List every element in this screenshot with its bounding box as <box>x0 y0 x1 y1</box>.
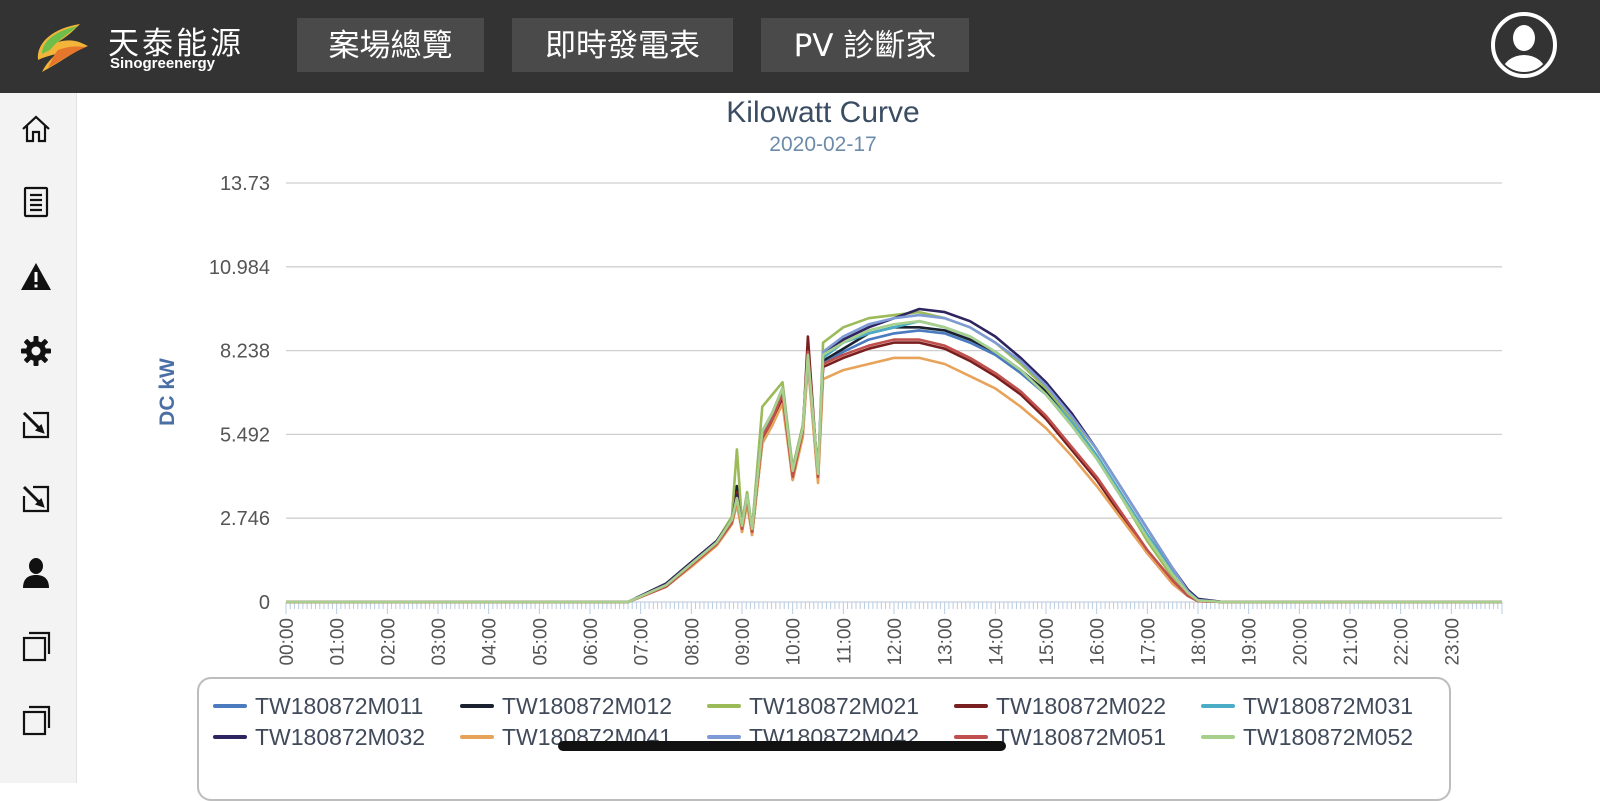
y-tick-label: 5.492 <box>220 424 270 446</box>
x-tick-label: 04:00 <box>480 618 501 666</box>
x-tick-label: 18:00 <box>1189 618 1210 666</box>
y-tick-label: 8.238 <box>220 341 270 363</box>
legend-item[interactable]: TW180872M031 <box>1201 693 1413 723</box>
window-icon[interactable] <box>14 625 58 669</box>
series-line <box>286 326 1502 604</box>
series-line <box>286 338 1502 604</box>
x-tick-labels: 00:00 01:00 02:00 03:00 04:00 05:00 06:00 07:00… <box>277 618 1463 666</box>
y-tick-label: 2.746 <box>220 508 270 530</box>
brand-name-en: Sinogreenergy <box>110 55 216 72</box>
legend-label: TW180872M011 <box>255 693 424 719</box>
chart-subtitle: 2020-02-17 <box>769 133 876 156</box>
legend-swatch <box>1201 703 1235 708</box>
legend-item[interactable]: TW180872M051 <box>954 724 1166 754</box>
x-tick-label: 00:00 <box>277 618 298 666</box>
x-tick-label: 01:00 <box>328 618 349 666</box>
legend-label: TW180872M052 <box>1243 724 1414 750</box>
x-tick-label: 16:00 <box>1088 618 1109 666</box>
user-icon[interactable] <box>14 551 58 595</box>
x-tick-label: 11:00 <box>834 618 855 664</box>
document-icon[interactable] <box>14 180 58 224</box>
legend-swatch <box>460 703 494 708</box>
y-tick-labels: 0 2.746 5.492 8.238 10.984 13.73 <box>209 173 270 614</box>
x-tick-label: 12:00 <box>885 618 906 666</box>
x-tick-label: 05:00 <box>530 618 551 666</box>
legend-swatch <box>1201 734 1235 739</box>
x-tick-label: 10:00 <box>784 618 805 666</box>
x-tick-label: 22:00 <box>1392 618 1413 666</box>
x-tick-label: 02:00 <box>378 618 399 666</box>
y-axis-label: DC kW <box>156 358 179 426</box>
x-tick-label: 19:00 <box>1240 618 1261 666</box>
legend-item[interactable]: TW180872M022 <box>954 693 1166 723</box>
x-tick-label: 03:00 <box>429 618 450 666</box>
legend-swatch <box>954 734 988 739</box>
legend-swatch <box>460 734 494 739</box>
legend-swatch <box>707 734 741 739</box>
x-tick-label: 21:00 <box>1341 618 1362 666</box>
x-tick-label: 23:00 <box>1442 618 1463 666</box>
x-tick-label: 07:00 <box>632 618 653 666</box>
x-axis <box>285 602 1503 614</box>
x-tick-label: 20:00 <box>1290 618 1311 666</box>
legend-item[interactable]: TW180872M021 <box>707 693 919 723</box>
y-tick-label: 0 <box>259 592 270 614</box>
grid-lines <box>286 182 1502 603</box>
legend-label: TW180872M012 <box>502 693 673 719</box>
edit-icon[interactable] <box>14 477 58 521</box>
legend-label: TW180872M032 <box>255 724 426 750</box>
legend-item[interactable]: TW180872M012 <box>460 693 672 723</box>
legend-label: TW180872M021 <box>749 693 920 719</box>
series-line <box>286 335 1502 604</box>
x-tick-label: 14:00 <box>986 618 1007 666</box>
x-tick-label: 09:00 <box>733 618 754 666</box>
brand-name-cn: 天泰能源 <box>108 26 244 62</box>
legend-swatch <box>707 703 741 708</box>
home-indicator <box>558 741 1006 751</box>
chart-title: Kilowatt Curve <box>726 96 919 129</box>
window-icon[interactable] <box>14 699 58 743</box>
legend-label: TW180872M022 <box>996 693 1167 719</box>
legend-label: TW180872M031 <box>1243 693 1414 719</box>
chart-legend: TW180872M011 TW180872M012 TW180872M021 TW18… <box>197 677 1451 801</box>
gear-icon[interactable] <box>14 329 58 373</box>
x-tick-label: 15:00 <box>1037 618 1058 666</box>
legend-item[interactable]: TW180872M032 <box>213 724 425 754</box>
series-lines <box>286 307 1502 604</box>
x-tick-label: 13:00 <box>936 618 957 666</box>
edit-icon[interactable] <box>14 403 58 447</box>
kilowatt-chart: Kilowatt Curve 2020-02-17 DC kW 0 2.746 5.… <box>156 96 1503 666</box>
nav-pv-diagnosis-button[interactable]: PV 診斷家 <box>761 18 969 72</box>
legend-item[interactable]: TW180872M052 <box>1201 724 1413 754</box>
legend-item[interactable]: TW180872M011 <box>213 693 423 723</box>
sidebar <box>0 93 77 783</box>
warning-icon[interactable] <box>14 255 58 299</box>
nav-realtime-generation-button[interactable]: 即時發電表 <box>512 18 733 72</box>
series-line <box>286 310 1502 604</box>
legend-swatch <box>213 734 247 739</box>
series-line <box>286 319 1502 604</box>
x-tick-label: 17:00 <box>1138 618 1159 666</box>
legend-swatch <box>954 703 988 708</box>
leaf-logo-icon <box>37 24 88 72</box>
home-icon[interactable] <box>14 107 58 151</box>
series-line <box>286 356 1502 604</box>
series-line <box>286 329 1502 604</box>
brand-logo[interactable]: 天泰能源 Sinogreenergy <box>28 16 268 76</box>
top-bar: 天泰能源 Sinogreenergy 案場總覽 即時發電表 PV 診斷家 <box>0 0 1600 93</box>
x-tick-label: 08:00 <box>682 618 703 666</box>
y-tick-label: 10.984 <box>209 257 270 279</box>
y-tick-label: 13.73 <box>220 173 270 195</box>
nav-site-overview-button[interactable]: 案場總覽 <box>297 18 484 72</box>
x-tick-label: 06:00 <box>581 618 602 666</box>
legend-label: TW180872M051 <box>996 724 1167 750</box>
series-line <box>286 319 1502 604</box>
legend-swatch <box>213 703 247 708</box>
series-line <box>286 307 1502 604</box>
user-avatar-icon[interactable] <box>1490 11 1558 79</box>
